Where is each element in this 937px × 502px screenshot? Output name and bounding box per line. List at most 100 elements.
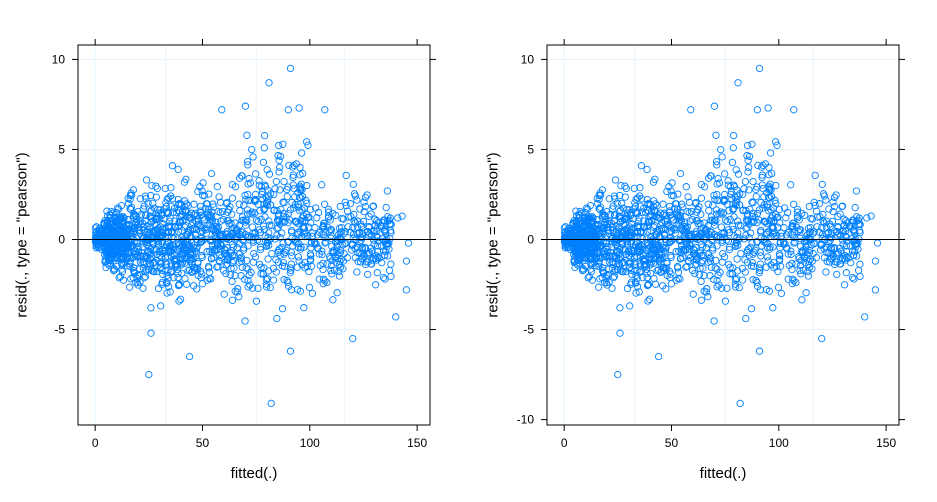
data-point (586, 230, 594, 239)
data-point (262, 200, 271, 208)
data-point (685, 198, 694, 206)
data-point (749, 218, 757, 227)
data-point (633, 208, 641, 217)
axis-ticks-left: 0 50 100 150 -5 0 5 10 (52, 39, 436, 450)
data-point (392, 313, 400, 321)
data-point (158, 219, 166, 228)
data-point (618, 259, 626, 268)
data-point (728, 158, 737, 167)
data-point (325, 227, 333, 235)
data-point (324, 223, 332, 231)
data-point (248, 145, 256, 154)
data-point (711, 195, 719, 204)
data-point (265, 192, 273, 200)
data-point (812, 254, 821, 262)
data-point (718, 238, 727, 246)
data-point (764, 193, 773, 202)
data-point (252, 170, 260, 178)
data-point (666, 234, 675, 243)
data-point (680, 245, 688, 254)
data-point (353, 196, 361, 204)
data-point (781, 240, 789, 248)
data-point (645, 218, 654, 226)
data-point (662, 243, 670, 252)
data-point (852, 187, 861, 195)
data-point (373, 242, 382, 250)
data-point (136, 218, 145, 226)
data-point (315, 275, 323, 283)
data-point (620, 226, 629, 235)
data-point (164, 228, 172, 236)
data-point (770, 258, 778, 267)
data-point (735, 201, 744, 209)
data-point (697, 296, 706, 304)
panel-right: 0 50 100 150 -10 -5 0 5 10 fitted(.) resid(., ty… (485, 39, 905, 482)
data-point (829, 198, 837, 206)
data-point (672, 276, 680, 284)
data-point (798, 296, 806, 304)
data-point (724, 237, 733, 245)
data-point (303, 263, 311, 271)
data-point (788, 221, 797, 230)
data-point (159, 249, 167, 258)
data-point (374, 219, 382, 227)
data-point (832, 191, 840, 199)
data-point (380, 216, 388, 224)
data-point (272, 256, 280, 264)
data-point (142, 195, 150, 203)
data-point (386, 235, 394, 243)
data-point (326, 216, 334, 224)
data-point (239, 236, 247, 245)
data-point (358, 245, 367, 253)
data-point (825, 238, 833, 246)
data-point (185, 241, 194, 249)
data-point (769, 304, 777, 312)
data-point (659, 282, 667, 290)
data-point (627, 211, 635, 219)
data-point (168, 162, 177, 170)
data-point (94, 241, 102, 249)
x-axis-label-left: fitted(.) (231, 465, 278, 482)
data-point (178, 269, 186, 278)
data-point (379, 273, 388, 282)
data-point (674, 190, 682, 198)
data-point (299, 169, 307, 178)
data-point (360, 207, 368, 216)
data-point (653, 229, 662, 237)
data-point (260, 144, 268, 152)
data-point (705, 174, 713, 182)
data-point (152, 182, 160, 190)
data-point (153, 215, 162, 223)
data-point (788, 259, 796, 268)
data-point (739, 206, 747, 214)
data-point (341, 198, 349, 206)
data-point (294, 253, 303, 261)
data-point (766, 180, 774, 188)
data-point (764, 104, 772, 112)
data-point (218, 106, 226, 114)
data-point (706, 272, 714, 280)
data-point (152, 214, 160, 223)
y-tick-label: -10 (517, 413, 535, 427)
data-point (637, 162, 646, 170)
data-point (296, 163, 304, 172)
data-point (234, 285, 242, 293)
data-point (627, 219, 635, 228)
data-point (241, 218, 249, 226)
data-point (257, 215, 265, 224)
data-point (300, 304, 308, 312)
data-point (626, 302, 634, 310)
data-point (742, 314, 750, 323)
data-point (826, 258, 834, 266)
data-point (255, 181, 263, 189)
data-point (246, 281, 254, 289)
data-point (218, 234, 226, 242)
data-point (748, 198, 756, 206)
data-point (171, 223, 179, 232)
data-point (737, 249, 745, 258)
data-point (715, 210, 723, 218)
data-point (402, 286, 411, 294)
data-point (118, 265, 126, 273)
data-point (758, 171, 766, 179)
data-point (703, 285, 711, 293)
